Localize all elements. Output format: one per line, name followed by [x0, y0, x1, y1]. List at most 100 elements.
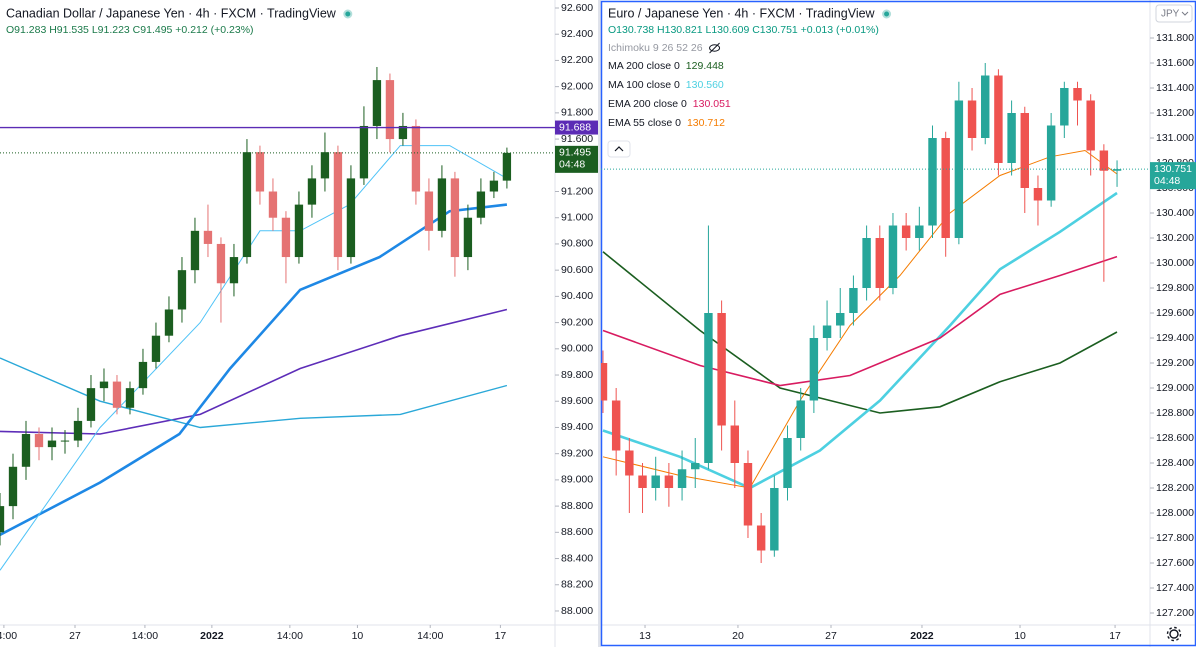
x-tick-label: 14:00	[132, 630, 158, 642]
ma-line	[0, 357, 508, 429]
y-tick-label: 90.800	[561, 238, 593, 250]
legend-name: MA 100 close 0	[608, 79, 680, 91]
y-tick-label: 91.200	[561, 185, 593, 197]
y-tick-label: 88.600	[561, 526, 593, 538]
y-tick-label: 128.800	[1156, 407, 1194, 419]
x-tick-label: 27	[825, 630, 837, 642]
y-tick-label: 88.000	[561, 605, 593, 617]
candle-body	[411, 125, 421, 192]
legend-name: MA 200 close 0	[608, 60, 680, 72]
last-price-label: 130.751	[1154, 163, 1192, 175]
x-tick-label: 20	[732, 630, 744, 642]
candle-body	[625, 450, 634, 476]
candle-body	[1073, 88, 1082, 101]
settings-icon[interactable]	[1166, 626, 1182, 642]
candle-body	[307, 178, 317, 205]
candle-body	[0, 506, 5, 533]
y-tick-label: 92.600	[561, 2, 593, 14]
candle-body	[138, 361, 148, 389]
y-tick-label: 89.400	[561, 421, 593, 433]
x-tick-label: 10	[1014, 630, 1026, 642]
candle-body	[346, 178, 356, 258]
candle-body	[398, 125, 408, 140]
candle-body	[372, 80, 382, 126]
candle-body	[862, 238, 871, 288]
candle-body	[255, 152, 265, 192]
legend-item: EMA 200 close 0 130.051	[608, 98, 731, 110]
candle-body	[928, 138, 937, 226]
candle-body	[203, 230, 213, 244]
candle-body	[190, 230, 200, 271]
y-tick-label: 128.600	[1156, 432, 1194, 444]
x-tick-label: 10	[352, 630, 364, 642]
candle-body	[99, 381, 109, 389]
currency-button[interactable]	[1155, 4, 1193, 23]
countdown-label: 04:48	[1154, 175, 1180, 187]
y-tick-label: 88.400	[561, 552, 593, 564]
y-tick-label: 131.600	[1156, 57, 1194, 69]
y-tick-label: 90.200	[561, 316, 593, 328]
collapse-button[interactable]	[607, 140, 631, 158]
candle-body	[717, 313, 726, 426]
legend-value: 130.712	[687, 117, 725, 129]
candle-body	[242, 152, 252, 258]
symbol-title: Euro / Japanese Yen · 4h · FXCM · Tradin…	[608, 6, 876, 20]
countdown-label: 04:48	[559, 159, 585, 171]
candle-body	[730, 425, 740, 463]
y-tick-label: 131.800	[1156, 32, 1194, 44]
y-tick-label: 89.200	[561, 447, 593, 459]
candle-body	[60, 440, 70, 442]
x-tick-label: 17	[1109, 630, 1121, 642]
y-tick-label: 89.600	[561, 395, 593, 407]
candle-body	[47, 440, 57, 448]
legend-value: 129.448	[686, 60, 724, 72]
x-tick-label: 14:00	[417, 630, 443, 642]
currency-chevron	[1181, 11, 1189, 16]
legend-value: 130.051	[693, 98, 731, 110]
candle-body	[756, 525, 766, 551]
candle-body	[809, 338, 819, 401]
candle-body	[638, 475, 647, 488]
candle-body	[34, 434, 44, 448]
y-tick-label: 131.400	[1156, 82, 1194, 94]
legend-value: 130.560	[686, 79, 724, 91]
candle-body	[125, 388, 135, 408]
candle-body	[704, 313, 713, 463]
candle-body	[333, 152, 343, 258]
candle-body	[1060, 88, 1069, 126]
candle-body	[836, 313, 845, 326]
x-tick-label: 13	[639, 630, 651, 642]
legend-item: MA 200 close 0 129.448	[608, 60, 724, 72]
candle-body	[981, 75, 990, 138]
y-tick-label: 90.000	[561, 343, 593, 355]
candle-body	[994, 75, 1003, 163]
status-dot	[343, 9, 353, 19]
candle-body	[281, 217, 291, 258]
candle-body	[112, 381, 122, 408]
candle-body	[86, 388, 96, 421]
candle-body	[320, 152, 330, 179]
candle-body	[691, 463, 700, 470]
y-tick-label: 91.800	[561, 107, 593, 119]
candle-body	[359, 125, 369, 179]
y-tick-label: 129.600	[1156, 307, 1194, 319]
candle-body	[822, 325, 832, 338]
candle-body	[489, 180, 499, 192]
candle-body	[611, 400, 621, 451]
last-price-box	[1150, 162, 1196, 190]
candle-body	[1112, 169, 1122, 171]
y-tick-label: 127.400	[1156, 582, 1194, 594]
indicator-name: Ichimoku 9 26 52 26	[608, 42, 703, 54]
ma-line	[602, 149, 1118, 489]
candle-body	[164, 309, 174, 336]
candle-body	[437, 178, 447, 231]
y-tick-label: 92.200	[561, 54, 593, 66]
y-tick-label: 129.400	[1156, 332, 1194, 344]
x-tick-label: 2022	[910, 630, 934, 642]
y-tick-label: 128.200	[1156, 482, 1194, 494]
candle-body	[941, 138, 950, 238]
candle-body	[177, 270, 187, 310]
y-tick-label: 129.800	[1156, 282, 1194, 294]
y-tick-label: 92.000	[561, 80, 593, 92]
currency-label: JPY	[1161, 9, 1180, 20]
